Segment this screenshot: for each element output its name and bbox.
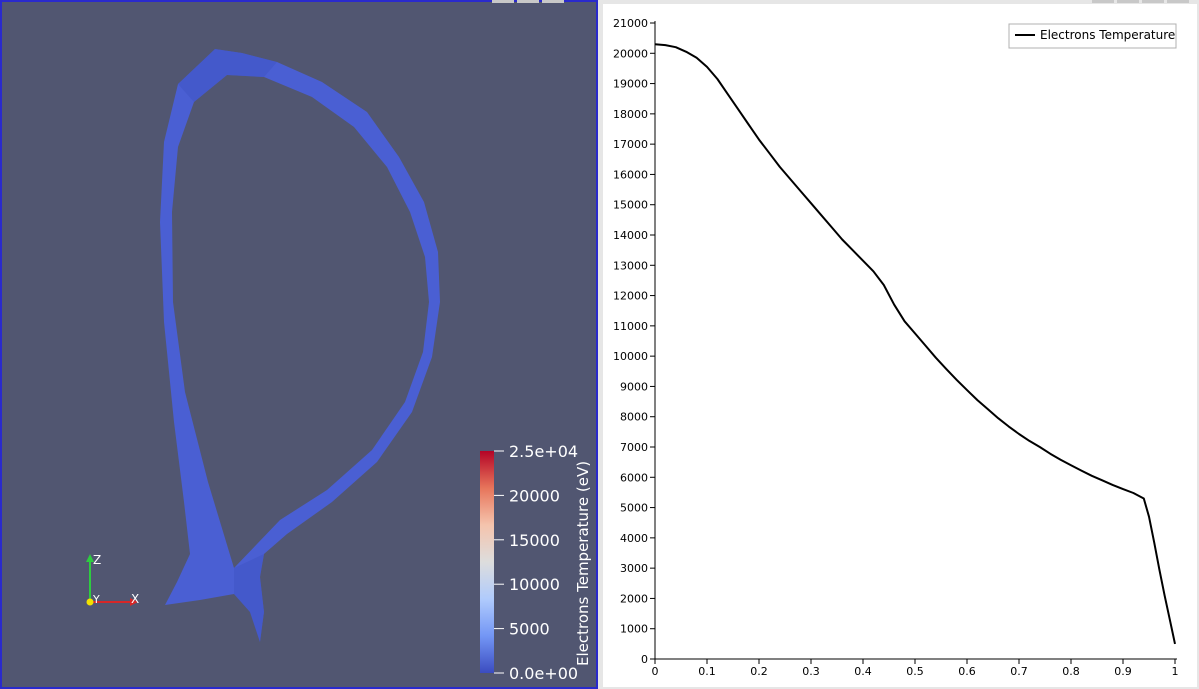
color-legend-tick-label: 0.0e+00 <box>509 664 578 683</box>
color-legend-bar <box>480 451 494 673</box>
y-tick-label: 11000 <box>613 320 648 333</box>
chart-toolbar-stub-right <box>1092 0 1189 3</box>
render-canvas[interactable]: Z Y X Electrons Temperature (eV) 2.5e+04… <box>2 2 596 687</box>
y-axis-label: Y <box>92 593 100 606</box>
color-legend-tick-label: 15000 <box>509 531 560 550</box>
y-tick-label: 6000 <box>620 471 648 484</box>
z-axis-label: Z <box>93 553 101 567</box>
x-axis: 0 0.1 0.2 0.3 0.4 0.5 0.6 0.7 0.8 0.9 1 <box>652 658 1179 678</box>
x-tick-label: 0.4 <box>854 665 872 678</box>
orientation-axes: Z Y X <box>86 553 139 606</box>
legend-box <box>1008 23 1177 49</box>
y-axis-dot <box>86 598 94 606</box>
color-legend-title: Electrons Temperature (eV) <box>574 461 592 666</box>
line-chart[interactable]: 0100020003000400050006000700080009000100… <box>603 4 1197 687</box>
y-tick-label: 12000 <box>613 290 648 303</box>
y-tick-label: 4000 <box>620 532 648 545</box>
color-legend: Electrons Temperature (eV) 2.5e+04 20000 1… <box>480 442 592 683</box>
x-tick-label: 0.2 <box>750 665 768 678</box>
legend-label: Electrons Temperature <box>1040 28 1175 42</box>
toolbar-stub <box>1167 0 1189 3</box>
chart-toolbar-stub-left <box>492 0 564 3</box>
x-tick-label: 0 <box>652 665 659 678</box>
y-tick-label: 5000 <box>620 502 648 515</box>
y-tick-label: 8000 <box>620 411 648 424</box>
chart-series <box>654 43 1176 645</box>
toolbar-stub <box>1117 0 1139 3</box>
toolbar-stub <box>1142 0 1164 3</box>
y-tick-label: 0 <box>641 653 648 666</box>
x-tick-label: 0.3 <box>802 665 820 678</box>
color-legend-tick-label: 2.5e+04 <box>509 442 578 461</box>
y-tick-label: 2000 <box>620 592 648 605</box>
plasma-ring <box>160 49 440 642</box>
color-legend-tick-label: 5000 <box>509 620 550 639</box>
y-tick-label: 19000 <box>613 78 648 91</box>
chart-legend: Electrons Temperature <box>1008 23 1177 49</box>
plasma-surface <box>160 49 440 642</box>
y-tick-label: 20000 <box>613 47 648 60</box>
y-tick-label: 10000 <box>613 350 648 363</box>
color-legend-tick-label: 10000 <box>509 575 560 594</box>
y-tick-label: 17000 <box>613 138 648 151</box>
y-tick-label: 3000 <box>620 562 648 575</box>
x-tick-label: 0.5 <box>906 665 924 678</box>
toolbar-stub <box>542 0 564 3</box>
x-tick-label: 1 <box>1172 665 1179 678</box>
y-tick-label: 21000 <box>613 17 648 30</box>
x-axis-arrow <box>130 598 138 606</box>
line-chart-view[interactable]: 0 1000 2000 3000 4000 5000 6000 7000 8000 9000 100… <box>603 4 1197 687</box>
y-tick-label: 7000 <box>620 441 648 454</box>
x-tick-label: 0.7 <box>1010 665 1028 678</box>
series-line-electrons-temperature <box>654 43 1176 645</box>
y-tick-label: 15000 <box>613 199 648 212</box>
toolbar-stub <box>1092 0 1114 3</box>
x-tick-label: 0.9 <box>1114 665 1132 678</box>
y-tick-label: 13000 <box>613 259 648 272</box>
x-tick-label: 0.8 <box>1062 665 1080 678</box>
y-tick-label: 1000 <box>620 623 648 636</box>
y-tick-label: 14000 <box>613 229 648 242</box>
x-tick-label: 0.1 <box>698 665 716 678</box>
y-axis: 0 1000 2000 3000 4000 5000 6000 7000 8000 9000 100… <box>613 17 656 666</box>
x-tick-label: 0.6 <box>958 665 976 678</box>
color-legend-tick-label: 20000 <box>509 486 560 505</box>
render-view[interactable]: Z Y X Electrons Temperature (eV) 2.5e+04… <box>0 0 598 689</box>
x-axis-label: X <box>131 592 139 606</box>
y-tick-label: 16000 <box>613 168 648 181</box>
z-axis-arrow <box>86 554 94 562</box>
y-tick-label: 18000 <box>613 108 648 121</box>
toolbar-stub <box>492 0 514 3</box>
toolbar-stub <box>517 0 539 3</box>
y-tick-label: 9000 <box>620 380 648 393</box>
